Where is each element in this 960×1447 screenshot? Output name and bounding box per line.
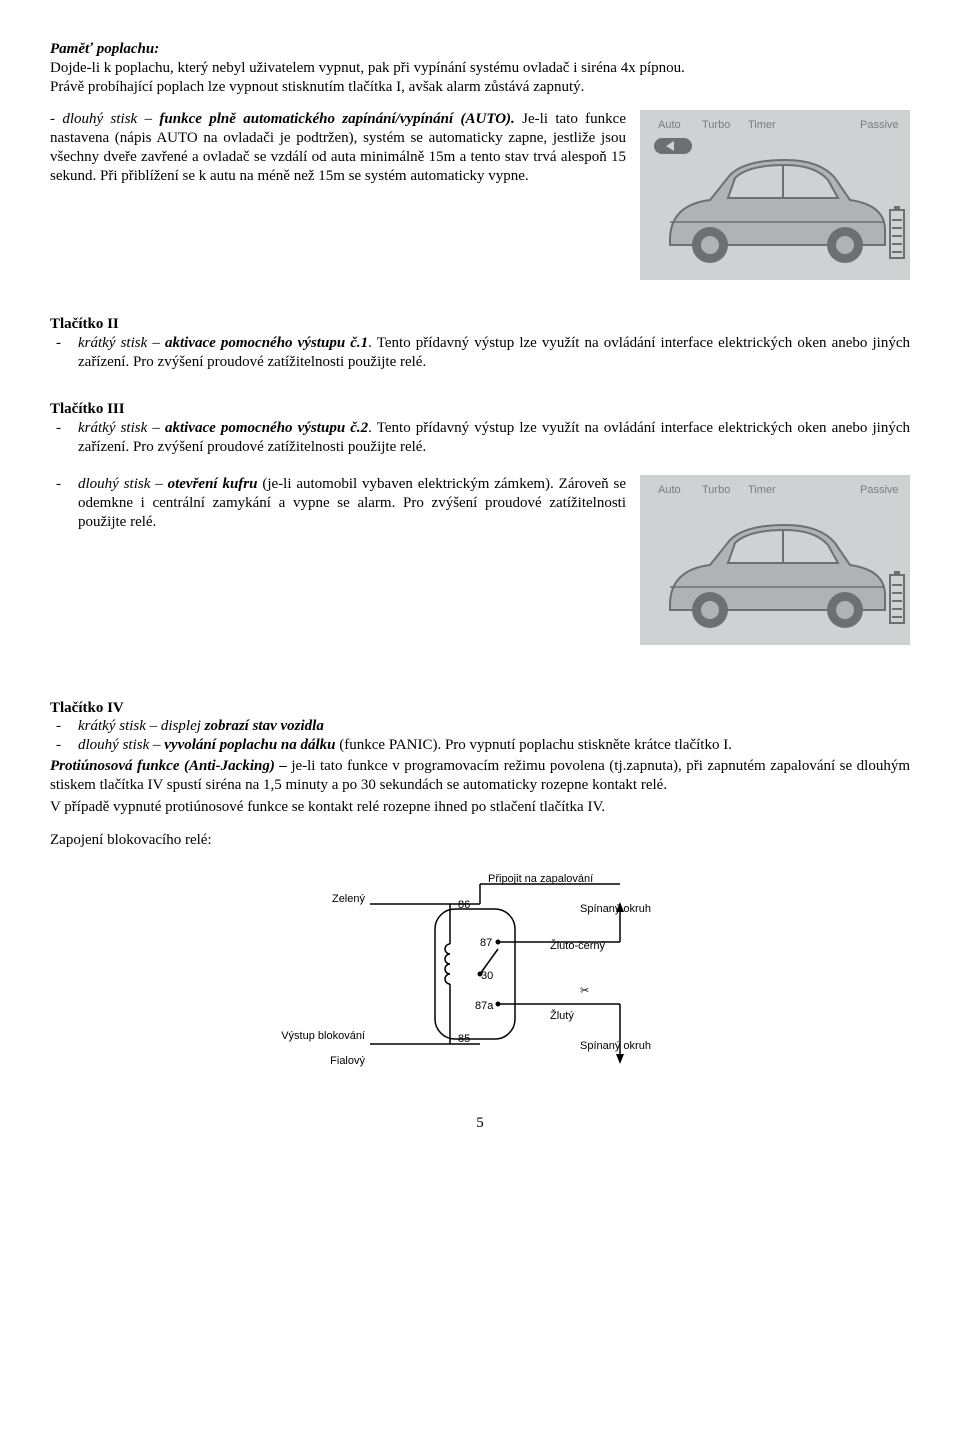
alarm-memory-text1: Dojde-li k poplachu, který nebyl uživate… [50,60,685,76]
btn2-label: aktivace pomocného výstupu č.1 [165,335,368,351]
scissors-icon: ✂ [580,985,589,997]
btn3-item: - krátký stisk – aktivace pomocného výst… [78,419,910,457]
label-yellowblack: Žluto-černý [550,939,606,952]
alarm-memory-block: Paměť poplachu: Dojde-li k poplachu, kte… [50,40,910,96]
btn4-item1: - krátký stisk – displej zobrazí stav vo… [78,717,910,736]
auto-function-block: Auto Turbo Timer Passive [50,110,910,286]
btn3-lead: krátký stisk – [78,420,165,436]
label-auto: Auto [658,119,681,131]
alarm-memory-text2: Právě probíhající poplach lze vypnout st… [50,79,584,95]
label-ignition: Připojit na zapalování [488,873,593,885]
relay-diagram: ✂ Zelený Výstup blokování Fialový Připoj… [50,864,910,1084]
pin-30: 30 [481,970,493,982]
btn2-heading: Tlačítko II [50,315,910,334]
btn4-item2: - dlouhý stisk – vyvolání poplachu na dá… [78,736,910,755]
label-switched-1: Spínaný okruh [580,903,651,915]
dash-icon: - [56,717,61,736]
page-number: 5 [50,1114,910,1133]
btn3-label: aktivace pomocného výstupu č.2 [165,420,368,436]
auto-lead: - dlouhý stisk – [50,111,159,127]
car-display-1: Auto Turbo Timer Passive [640,110,910,280]
btn4-i2-label: vyvolání poplachu na dálku [164,737,335,753]
label-blockout: Výstup blokování [281,1030,365,1042]
dash-icon: - [56,475,61,494]
pin-87: 87 [480,937,492,949]
trunk-block: Auto Turbo Timer Passive [50,475,910,651]
btn4-i2-lead: dlouhý stisk – [78,737,164,753]
anti-jacking-para: Protiúnosová funkce (Anti-Jacking) – je-… [50,757,910,795]
anti-off-para: V případě vypnuté protiúnosové funkce se… [50,798,910,817]
trunk-label: otevření kufru [168,476,258,492]
label-timer: Timer [748,119,776,131]
pin-87a: 87a [475,1000,494,1012]
label-turbo: Turbo [702,119,730,131]
label-passive: Passive [860,119,899,131]
pin-86: 86 [458,899,470,911]
label-switched-2: Spínaný okruh [580,1040,651,1052]
btn4-i1-label: zobrazí stav vozidla [205,718,324,734]
btn3-heading: Tlačítko III [50,400,910,419]
alarm-memory-title: Paměť poplachu: [50,41,159,57]
trunk-item: - dlouhý stisk – otevření kufru (je-li a… [78,475,910,531]
dash-icon: - [56,419,61,438]
label-green: Zelený [332,893,366,905]
trunk-lead: dlouhý stisk – [78,476,168,492]
auto-label: funkce plně automatického zapínání/vypín… [159,111,514,127]
dash-icon: - [56,334,61,353]
label-violet: Fialový [330,1055,365,1067]
relay-heading: Zapojení blokovacího relé: [50,831,910,850]
btn4-i2-text: (funkce PANIC). Pro vypnutí poplachu sti… [336,737,732,753]
pin-85: 85 [458,1033,470,1045]
btn2-lead: krátký stisk – [78,335,165,351]
btn4-i1-lead: krátký stisk – displej [78,718,205,734]
dash-icon: - [56,736,61,755]
btn4-heading: Tlačítko IV [50,699,910,718]
label-yellow: Žlutý [550,1009,574,1022]
anti-label: Protiúnosová funkce (Anti-Jacking) – [50,758,287,774]
btn2-item: - krátký stisk – aktivace pomocného výst… [78,334,910,372]
